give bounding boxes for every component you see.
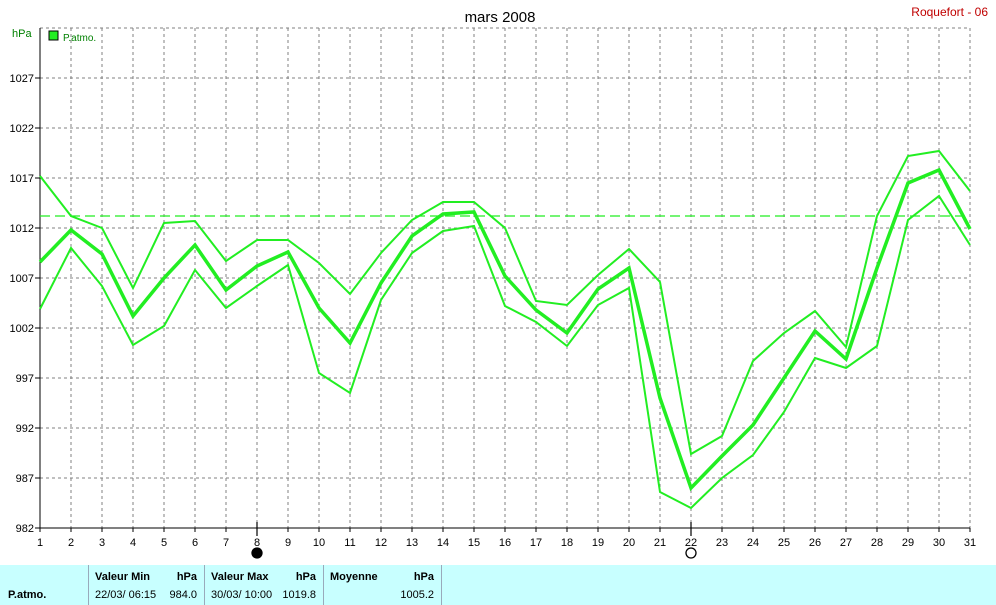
x-tick-label: 18: [561, 537, 573, 549]
x-tick-label: 24: [747, 537, 759, 549]
x-tick-label: 3: [99, 537, 105, 549]
x-tick-label: 5: [161, 537, 167, 549]
stats-mean-value: 1005.2: [400, 589, 434, 601]
x-tick-label: 9: [285, 537, 291, 549]
y-tick-label: 1002: [10, 323, 34, 335]
y-tick-label: 1017: [10, 173, 34, 185]
x-tick-label: 14: [437, 537, 449, 549]
open-circle-marker: [685, 547, 697, 559]
pressure-chart: mars 2008 Roquefort - 06 hPa P.atmo. 982…: [10, 5, 988, 559]
x-tick-label: 12: [375, 537, 387, 549]
y-unit-label: hPa: [12, 28, 32, 40]
series-line-min: [39, 194, 971, 510]
x-tick-label: 4: [130, 537, 136, 549]
stats-divider: [441, 565, 442, 605]
x-tick-label: 29: [902, 537, 914, 549]
y-tick-label: 1022: [10, 123, 34, 135]
x-tick-label: 15: [468, 537, 480, 549]
x-tick-label: 2: [68, 537, 74, 549]
x-tick-label: 26: [809, 537, 821, 549]
chart-title: mars 2008: [465, 9, 536, 26]
series-lines: [38, 149, 972, 510]
x-tick-label: 1: [37, 537, 43, 549]
x-tick-label: 31: [964, 537, 976, 549]
x-tick-label: 19: [592, 537, 604, 549]
y-tick-label: 1027: [10, 73, 34, 85]
stats-divider: [323, 565, 324, 605]
y-tick-label: 1007: [10, 273, 34, 285]
y-tick-label: 992: [16, 423, 34, 435]
x-tick-label: 7: [223, 537, 229, 549]
x-tick-label: 23: [716, 537, 728, 549]
stats-min-cell: Valeur Min hPa 22/03/ 06:15 984.0: [89, 565, 203, 605]
x-tick-label: 6: [192, 537, 198, 549]
y-tick-label: 982: [16, 523, 34, 535]
stats-max-heading: Valeur Max: [211, 571, 269, 583]
stats-mean-heading: Moyenne: [330, 571, 378, 583]
y-tick-label: 997: [16, 373, 34, 385]
x-tick-label: 28: [871, 537, 883, 549]
station-label: Roquefort - 06: [911, 5, 988, 19]
x-tick-label: 27: [840, 537, 852, 549]
x-tick-label: 20: [623, 537, 635, 549]
stats-max-cell: Valeur Max hPa 30/03/ 10:00 1019.8: [205, 565, 322, 605]
legend-label: P.atmo.: [63, 33, 96, 44]
x-tick-label: 8: [254, 537, 260, 549]
stats-min-when: 22/03/ 06:15: [95, 589, 157, 601]
x-tick-label: 16: [499, 537, 511, 549]
legend-swatch: [48, 30, 59, 41]
stats-min-value: 984.0: [169, 589, 197, 601]
stats-min-unit: hPa: [176, 571, 197, 583]
statistics-bar: P.atmo. Valeur Min hPa 22/03/ 06:15 984.…: [0, 565, 996, 605]
stats-max-when: 30/03/ 10:00: [211, 589, 273, 601]
stats-max-value: 1019.8: [282, 589, 316, 601]
x-tick-label: 17: [530, 537, 542, 549]
x-tick-label: 10: [313, 537, 325, 549]
stats-max-unit: hPa: [295, 571, 316, 583]
y-tick-label: 1012: [10, 223, 34, 235]
series-line-max: [39, 149, 971, 456]
x-tick-label: 25: [778, 537, 790, 549]
x-tick-label: 13: [406, 537, 418, 549]
filled-circle-marker: [251, 547, 263, 559]
stats-divider: [204, 565, 205, 605]
x-tick-label: 21: [654, 537, 666, 549]
stats-divider: [88, 565, 89, 605]
series-line-mean: [38, 167, 972, 492]
stats-mean-unit: hPa: [413, 571, 434, 583]
x-tick-label: 22: [685, 537, 697, 549]
stats-series-label: P.atmo.: [8, 589, 47, 601]
stats-min-heading: Valeur Min: [95, 571, 151, 583]
day-markers: [251, 522, 697, 559]
grid: [40, 27, 971, 528]
stats-mean-cell: Moyenne hPa 1005.2: [324, 565, 440, 605]
x-tick-label: 11: [344, 537, 355, 549]
x-tick-label: 30: [933, 537, 945, 549]
y-tick-label: 987: [16, 473, 34, 485]
